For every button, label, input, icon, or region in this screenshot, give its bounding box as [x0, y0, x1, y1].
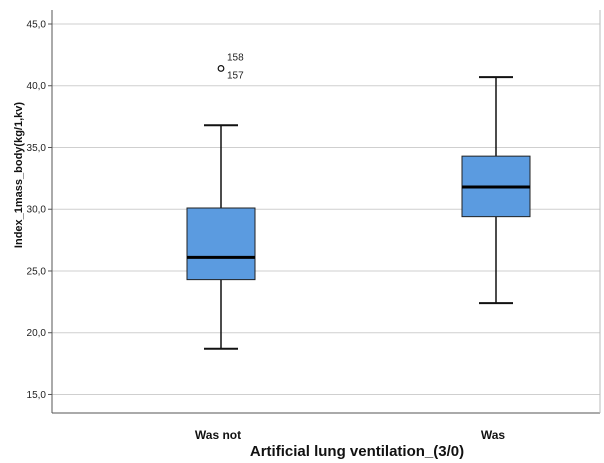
- x-tick-label: Was: [481, 428, 506, 442]
- outlier-label: 157: [227, 70, 244, 81]
- y-tick-label: 35,0: [27, 143, 47, 154]
- y-tick-label: 30,0: [27, 205, 47, 216]
- outlier-label: 158: [227, 52, 244, 63]
- box-group: 158 157: [186, 52, 256, 350]
- y-axis-label: Index_1mass_body(kg/1,kv): [13, 102, 25, 248]
- axes: 15,0 20,0 25,0 30,0 35,0 40,0 45,0: [27, 10, 601, 414]
- y-tick-label: 15,0: [27, 390, 47, 401]
- labels: Artificial lung ventilation_(3/0) Index_…: [13, 102, 505, 460]
- y-tick-label: 45,0: [27, 20, 47, 31]
- x-axis-label: Artificial lung ventilation_(3/0): [250, 443, 464, 460]
- y-tick-label: 25,0: [27, 266, 47, 277]
- boxes: 158 157: [186, 52, 531, 350]
- x-tick-label: Was not: [195, 428, 241, 442]
- iqr-box: [186, 207, 256, 281]
- box-group: [461, 76, 531, 305]
- outlier-point: [217, 65, 225, 72]
- grid-lines: [52, 23, 600, 395]
- y-tick-label: 40,0: [27, 81, 47, 92]
- y-tick-label: 20,0: [27, 328, 47, 339]
